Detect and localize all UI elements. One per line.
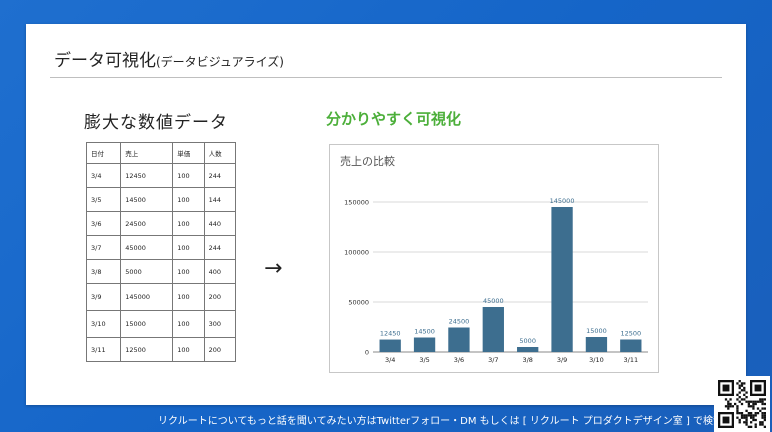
data-label: 45000 xyxy=(483,297,504,305)
slide-title: データ可視化(データビジュアライズ) xyxy=(54,46,284,71)
table-header-row: 日付 売上 単価 人数 xyxy=(85,142,237,164)
table-cell: 200 xyxy=(203,337,237,362)
bar xyxy=(379,339,401,352)
table-cell: 244 xyxy=(203,163,237,188)
bar xyxy=(620,339,642,352)
table-cell: 100 xyxy=(172,163,205,188)
table-cell: 14500 xyxy=(120,187,174,212)
table-header-cell: 人数 xyxy=(203,142,237,164)
table-cell: 45000 xyxy=(120,235,174,260)
bar-chart: 0 50000 100000 150000 12450 3/4 14500 3/5 24500 3… xyxy=(344,197,648,364)
table-cell: 12450 xyxy=(120,163,174,188)
table-cell: 100 xyxy=(172,310,205,338)
table-cell: 100 xyxy=(172,283,205,311)
table-cell: 3/4 xyxy=(85,163,122,188)
title-divider xyxy=(50,77,722,78)
table-cell: 200 xyxy=(203,283,237,311)
bar xyxy=(551,207,573,352)
table-cell: 100 xyxy=(172,187,205,212)
data-label: 145000 xyxy=(550,197,575,205)
x-tick-label: 3/8 xyxy=(522,356,532,364)
bar xyxy=(517,347,539,352)
right-heading: 分かりやすく可視化 xyxy=(326,110,462,128)
table-cell: 100 xyxy=(172,211,205,236)
table-cell: 5000 xyxy=(120,259,174,284)
table-cell: 12500 xyxy=(120,337,174,362)
data-label: 15000 xyxy=(586,327,607,335)
y-tick-label: 50000 xyxy=(348,299,369,307)
table-row: 3/7 45000 100 244 xyxy=(85,235,237,260)
table-header-cell: 売上 xyxy=(120,142,174,164)
qr-code-icon[interactable] xyxy=(714,376,770,432)
table-cell: 3/6 xyxy=(85,211,122,236)
bar xyxy=(482,307,504,352)
data-label: 12450 xyxy=(380,330,401,338)
y-tick-label: 0 xyxy=(365,349,369,357)
left-heading: 膨大な数値データ xyxy=(84,113,228,133)
table-cell: 3/9 xyxy=(85,283,122,311)
table-cell: 100 xyxy=(172,259,205,284)
x-tick-label: 3/4 xyxy=(385,356,395,364)
bar xyxy=(585,337,608,352)
data-label: 12500 xyxy=(620,330,641,338)
footer-ticker: リクルートについてもっと話を聞いてみたい方はTwitterフォロー・DM もしく… xyxy=(158,416,734,427)
table-cell: 400 xyxy=(203,259,237,284)
table-row: 3/10 15000 100 300 xyxy=(85,310,237,338)
table-header-cell: 日付 xyxy=(85,142,122,164)
x-tick-label: 3/10 xyxy=(589,356,604,364)
table-row: 3/4 12450 100 244 xyxy=(85,163,237,188)
data-label: 24500 xyxy=(449,318,470,326)
data-label: 5000 xyxy=(519,337,536,345)
data-table: 日付 売上 単価 人数 3/4 12450 100 244 3/5 14500 … xyxy=(85,142,237,362)
table-cell: 3/7 xyxy=(85,235,122,260)
table-cell: 3/10 xyxy=(85,310,122,338)
x-tick-label: 3/6 xyxy=(454,356,464,364)
table-cell: 15000 xyxy=(120,310,174,338)
table-cell: 144 xyxy=(203,187,237,212)
bar xyxy=(448,327,470,352)
chart-container: 売上の比較 0 50000 100000 150000 12450 3/4 14500 3/5… xyxy=(329,144,659,373)
table-cell: 300 xyxy=(203,310,237,338)
table-cell: 3/5 xyxy=(85,187,122,212)
y-tick-label: 100000 xyxy=(344,249,369,257)
table-cell: 24500 xyxy=(120,211,174,236)
data-label: 14500 xyxy=(414,328,435,336)
x-tick-label: 3/11 xyxy=(624,356,639,364)
x-tick-label: 3/9 xyxy=(557,356,567,364)
table-cell: 145000 xyxy=(120,283,174,311)
table-cell: 100 xyxy=(172,337,205,362)
table-row: 3/8 5000 100 400 xyxy=(85,259,237,284)
table-cell: 3/11 xyxy=(85,337,122,362)
table-cell: 3/8 xyxy=(85,259,122,284)
y-tick-label: 150000 xyxy=(344,199,369,207)
x-tick-label: 3/7 xyxy=(488,356,498,364)
slide-title-main: データ可視化 xyxy=(54,51,156,71)
table-row: 3/9 145000 100 200 xyxy=(85,283,237,311)
table-row: 3/11 12500 100 200 xyxy=(85,337,237,362)
table-row: 3/6 24500 100 440 xyxy=(85,211,237,236)
chart-title: 売上の比較 xyxy=(340,155,395,168)
table-row: 3/5 14500 100 144 xyxy=(85,187,237,212)
slide-title-sub: (データビジュアライズ) xyxy=(156,55,284,69)
x-tick-label: 3/5 xyxy=(419,356,429,364)
arrow-right-icon: → xyxy=(264,256,283,281)
slide: データ可視化(データビジュアライズ) 膨大な数値データ 分かりやすく可視化 日付… xyxy=(26,24,746,405)
table-cell: 244 xyxy=(203,235,237,260)
table-cell: 440 xyxy=(203,211,237,236)
bar xyxy=(413,337,436,352)
table-cell: 100 xyxy=(172,235,205,260)
table-header-cell: 単価 xyxy=(172,142,205,164)
